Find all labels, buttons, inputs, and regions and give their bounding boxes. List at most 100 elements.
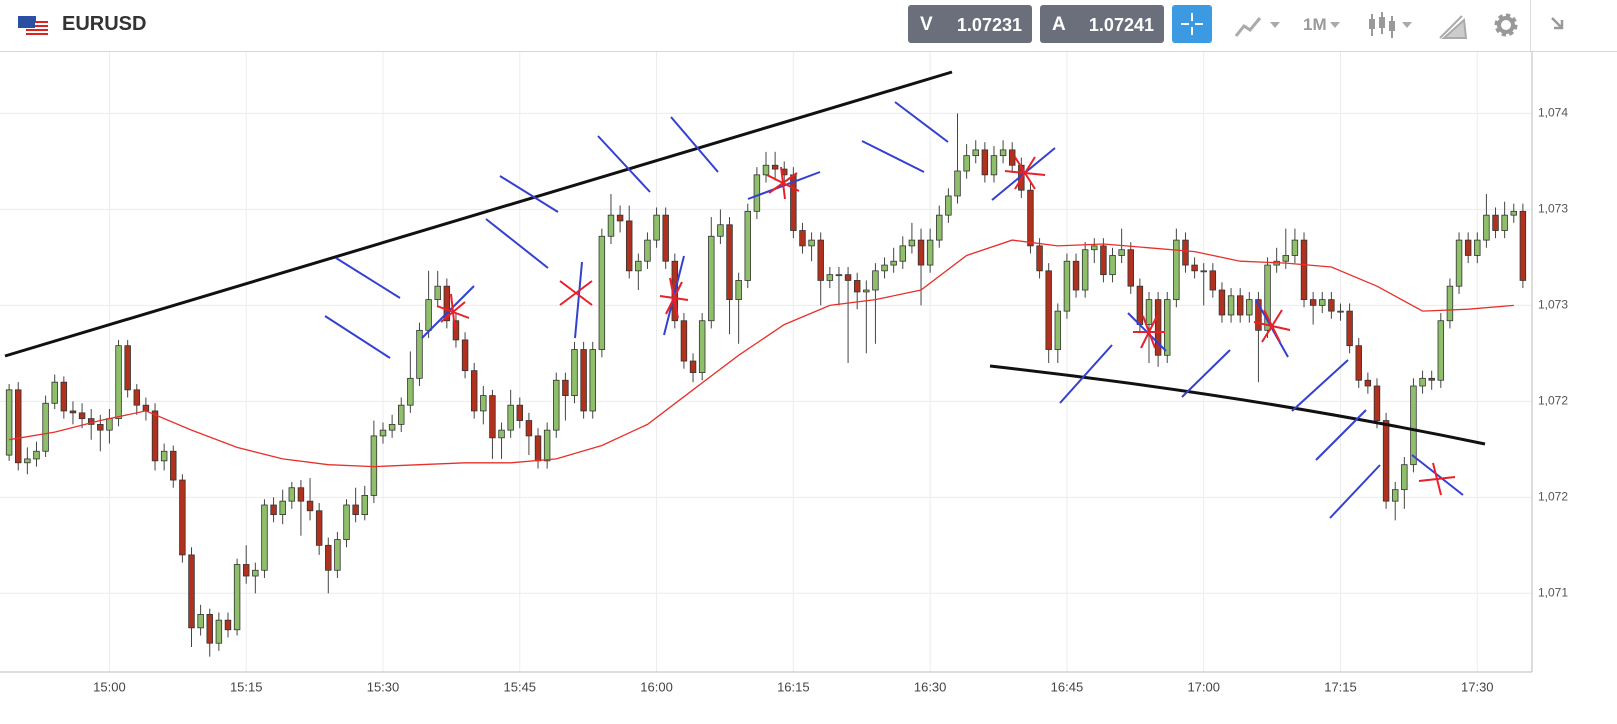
- candle-body: [24, 458, 31, 464]
- candle-body: [15, 389, 22, 464]
- red-star: [436, 293, 470, 331]
- candle-body: [1474, 239, 1481, 256]
- candle-body: [744, 210, 751, 281]
- candle-body: [1118, 249, 1125, 256]
- candle-body: [1446, 285, 1454, 322]
- candle-body: [1072, 260, 1080, 291]
- red-star: [766, 166, 800, 200]
- candle-body: [343, 504, 350, 540]
- blue-line: [335, 257, 401, 299]
- red-star: [1418, 462, 1456, 496]
- candle-body: [817, 239, 824, 281]
- candle-body: [835, 274, 843, 277]
- red-star: [1133, 315, 1165, 349]
- red-star: [559, 280, 593, 306]
- candle-body: [562, 379, 569, 396]
- x-tick-label: 17:15: [1324, 679, 1357, 694]
- candle-body: [1455, 239, 1463, 287]
- sell-button[interactable]: V 1.07231: [908, 5, 1032, 43]
- candle-body: [753, 174, 761, 212]
- candle-body: [890, 260, 897, 266]
- candle-body: [306, 500, 314, 512]
- candle-body: [534, 435, 542, 462]
- blue-line: [1059, 344, 1113, 404]
- buy-button[interactable]: A 1.07241: [1040, 5, 1164, 43]
- candle-body: [653, 214, 660, 241]
- candles: [5, 113, 1527, 657]
- buy-label: A: [1052, 14, 1066, 35]
- candle-body: [571, 349, 578, 396]
- x-tick-label: 15:45: [504, 679, 537, 694]
- candle-body: [480, 395, 487, 412]
- candle-body: [543, 429, 551, 462]
- red-star: [659, 277, 689, 319]
- candle-body: [1255, 299, 1262, 331]
- candle-body: [1437, 320, 1445, 381]
- candle-body: [616, 214, 624, 222]
- candle-body: [51, 381, 58, 404]
- candle-body: [808, 239, 815, 247]
- candle-body: [771, 164, 779, 170]
- candle-body: [1519, 210, 1527, 281]
- candle-body: [361, 495, 368, 516]
- candle-body: [1319, 299, 1326, 306]
- candle-body: [179, 479, 186, 556]
- indicators-button[interactable]: [1232, 8, 1284, 42]
- candle-body: [1054, 310, 1062, 350]
- x-tick-label: 16:30: [914, 679, 947, 694]
- candle-body: [315, 510, 323, 546]
- candle-body: [963, 155, 970, 172]
- candle-body: [1364, 379, 1372, 387]
- y-tick-label: 1,072: [1538, 394, 1568, 408]
- y-tick-label: 1,074: [1538, 106, 1568, 120]
- candle-body: [1173, 239, 1180, 301]
- y-tick-label: 1,073: [1538, 202, 1568, 216]
- draw-button[interactable]: [1436, 8, 1468, 42]
- candle-body: [1282, 255, 1290, 262]
- candle-body: [188, 554, 195, 629]
- candle-body: [224, 619, 232, 631]
- candle-body: [1164, 299, 1171, 356]
- candle-body: [1419, 377, 1426, 387]
- candle-body: [443, 285, 451, 322]
- candle-body: [1063, 260, 1071, 312]
- candle-body: [60, 381, 68, 412]
- candle-body: [1209, 270, 1217, 291]
- candle-body: [407, 377, 414, 406]
- settings-button[interactable]: [1490, 8, 1522, 42]
- candle-body: [954, 170, 961, 197]
- candle-body: [1036, 245, 1043, 272]
- candle-body: [69, 410, 77, 414]
- collapse-button[interactable]: [1546, 8, 1576, 42]
- candle-body: [1492, 214, 1499, 231]
- buy-price: 1.07241: [1088, 15, 1154, 35]
- candle-body: [717, 224, 724, 237]
- trend-line: [989, 364, 1486, 446]
- candle-body: [470, 370, 478, 412]
- candle-body: [644, 239, 651, 262]
- candle-body: [160, 450, 168, 462]
- candle-body: [635, 260, 642, 272]
- candle-body: [425, 299, 432, 331]
- crosshair-button[interactable]: [1172, 5, 1212, 43]
- candle-body: [1100, 245, 1107, 276]
- candle-body: [279, 500, 286, 516]
- candle-body: [1127, 249, 1134, 287]
- x-tick-label: 15:15: [230, 679, 263, 694]
- candle-body: [33, 450, 40, 460]
- candle-body: [1483, 214, 1490, 241]
- timeframe-button[interactable]: 1M: [1303, 15, 1327, 34]
- candle-body: [708, 235, 715, 322]
- candle-body: [379, 429, 387, 437]
- candle-body: [434, 285, 441, 301]
- blue-line: [1255, 299, 1289, 358]
- candle-body: [1027, 189, 1034, 247]
- blue-line: [1291, 359, 1349, 412]
- chart-type-button[interactable]: [1364, 8, 1416, 42]
- blue-line: [421, 285, 475, 339]
- candle-body: [261, 504, 268, 571]
- candle-body: [252, 569, 259, 577]
- toolbar: EURUSD V 1.07231 A 1.07241 1M: [0, 0, 1617, 52]
